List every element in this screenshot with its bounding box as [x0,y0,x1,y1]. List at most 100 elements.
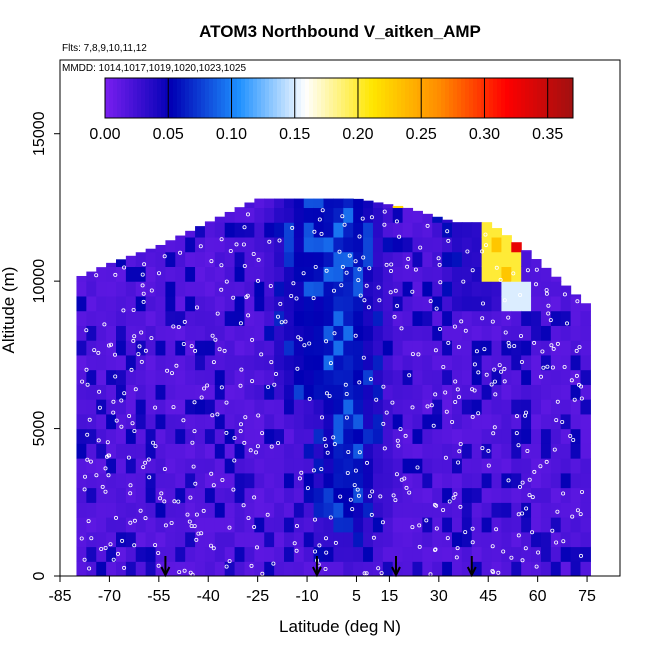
colorbar-tick-label: 0.20 [342,126,373,143]
heatmap-cell [452,310,463,326]
heatmap-cell [264,281,275,297]
sample-point [519,359,524,364]
heatmap-cell [363,413,374,430]
heatmap-cell [185,230,196,238]
sample-point [317,217,322,222]
heatmap-cell [442,502,453,518]
heatmap-cell [244,325,255,341]
heatmap-cell [185,295,196,312]
heatmap-cell [363,207,374,223]
heatmap-cell [313,384,325,400]
heatmap-cell [274,472,285,489]
sample-point [393,498,398,503]
heatmap-cell [293,222,305,238]
heatmap-cell [106,472,117,489]
heatmap-cell [372,413,384,430]
colorbar-swatch [413,78,418,118]
colorbar-swatch [237,78,242,118]
heatmap-cell [303,266,315,282]
sample-point [162,499,167,504]
heatmap-cell [135,502,147,518]
y-axis-label: Altitude (m) [0,267,18,354]
heatmap-cell [521,369,532,385]
heatmap-cell [343,517,354,533]
heatmap-cell [254,399,265,415]
heatmap-cell [461,531,473,548]
heatmap-cell [501,369,512,385]
heatmap-cell [175,458,186,474]
heatmap-cell [244,310,255,326]
sample-point [252,525,257,530]
sample-point [113,374,118,379]
heatmap-cell [412,384,423,400]
heatmap-cell [491,266,503,282]
heatmap-cell [284,251,295,267]
heatmap-cell [185,354,196,371]
colorbar-swatch [249,78,254,118]
heatmap-cell [135,517,147,533]
sample-point [105,440,110,445]
heatmap-cell [481,531,493,548]
heatmap-cell [185,236,196,253]
sample-point [84,328,89,333]
heatmap-cell [521,399,532,415]
x-tick-label: -55 [147,588,170,605]
heatmap-cell [452,281,463,297]
heatmap-cell [412,251,423,267]
heatmap-cell [412,487,423,503]
heatmap-cell [392,531,404,548]
heatmap-cell [293,295,305,312]
colorbar-swatch [329,78,334,118]
heatmap-cell [540,472,552,489]
sample-point [217,347,222,352]
heatmap-cell [363,399,374,415]
heatmap-cell [363,222,374,238]
heatmap-cell [96,472,107,489]
heatmap-cell [86,502,97,518]
sample-point [357,234,362,239]
heatmap-cell [432,340,443,356]
heatmap-cell [234,531,246,548]
heatmap-cell [195,428,206,444]
heatmap-cell [382,502,394,518]
heatmap-cell [274,443,285,459]
sample-point [294,548,299,553]
colorbar-swatch [185,78,190,118]
sample-point [253,450,258,455]
heatmap-cell [461,443,473,459]
heatmap-cell [382,325,394,341]
heatmap-cell [323,354,335,371]
heatmap-cell [471,251,483,267]
heatmap-cell [491,546,503,562]
heatmap-cell [402,325,414,341]
colorbar-swatch [461,78,466,118]
heatmap-cell [412,399,423,415]
heatmap-cell [106,561,117,576]
heatmap-cell [353,413,364,430]
sample-point [139,359,144,364]
sample-point [312,229,317,234]
sample-point [376,285,381,290]
heatmap-cell [165,458,176,474]
sample-point [492,425,497,430]
heatmap-cell [106,399,117,415]
heatmap-cell [501,281,512,297]
sample-point [534,267,539,272]
heatmap-cell [531,266,542,282]
heatmap-cell [432,369,443,385]
heatmap-cell [165,413,176,430]
heatmap-cell [155,384,167,400]
heatmap-cell [392,546,404,562]
heatmap-cell [323,487,335,503]
heatmap-cell [284,236,295,253]
sample-point [213,337,218,342]
sample-point [181,341,186,346]
sample-point [538,464,543,469]
colorbar-swatch [493,78,498,118]
heatmap-cell [343,295,354,312]
heatmap-cell [471,458,483,474]
x-tick-label: 30 [430,588,448,605]
heatmap-cell [511,546,522,562]
heatmap-cell [402,561,414,576]
heatmap-cell [284,546,295,562]
